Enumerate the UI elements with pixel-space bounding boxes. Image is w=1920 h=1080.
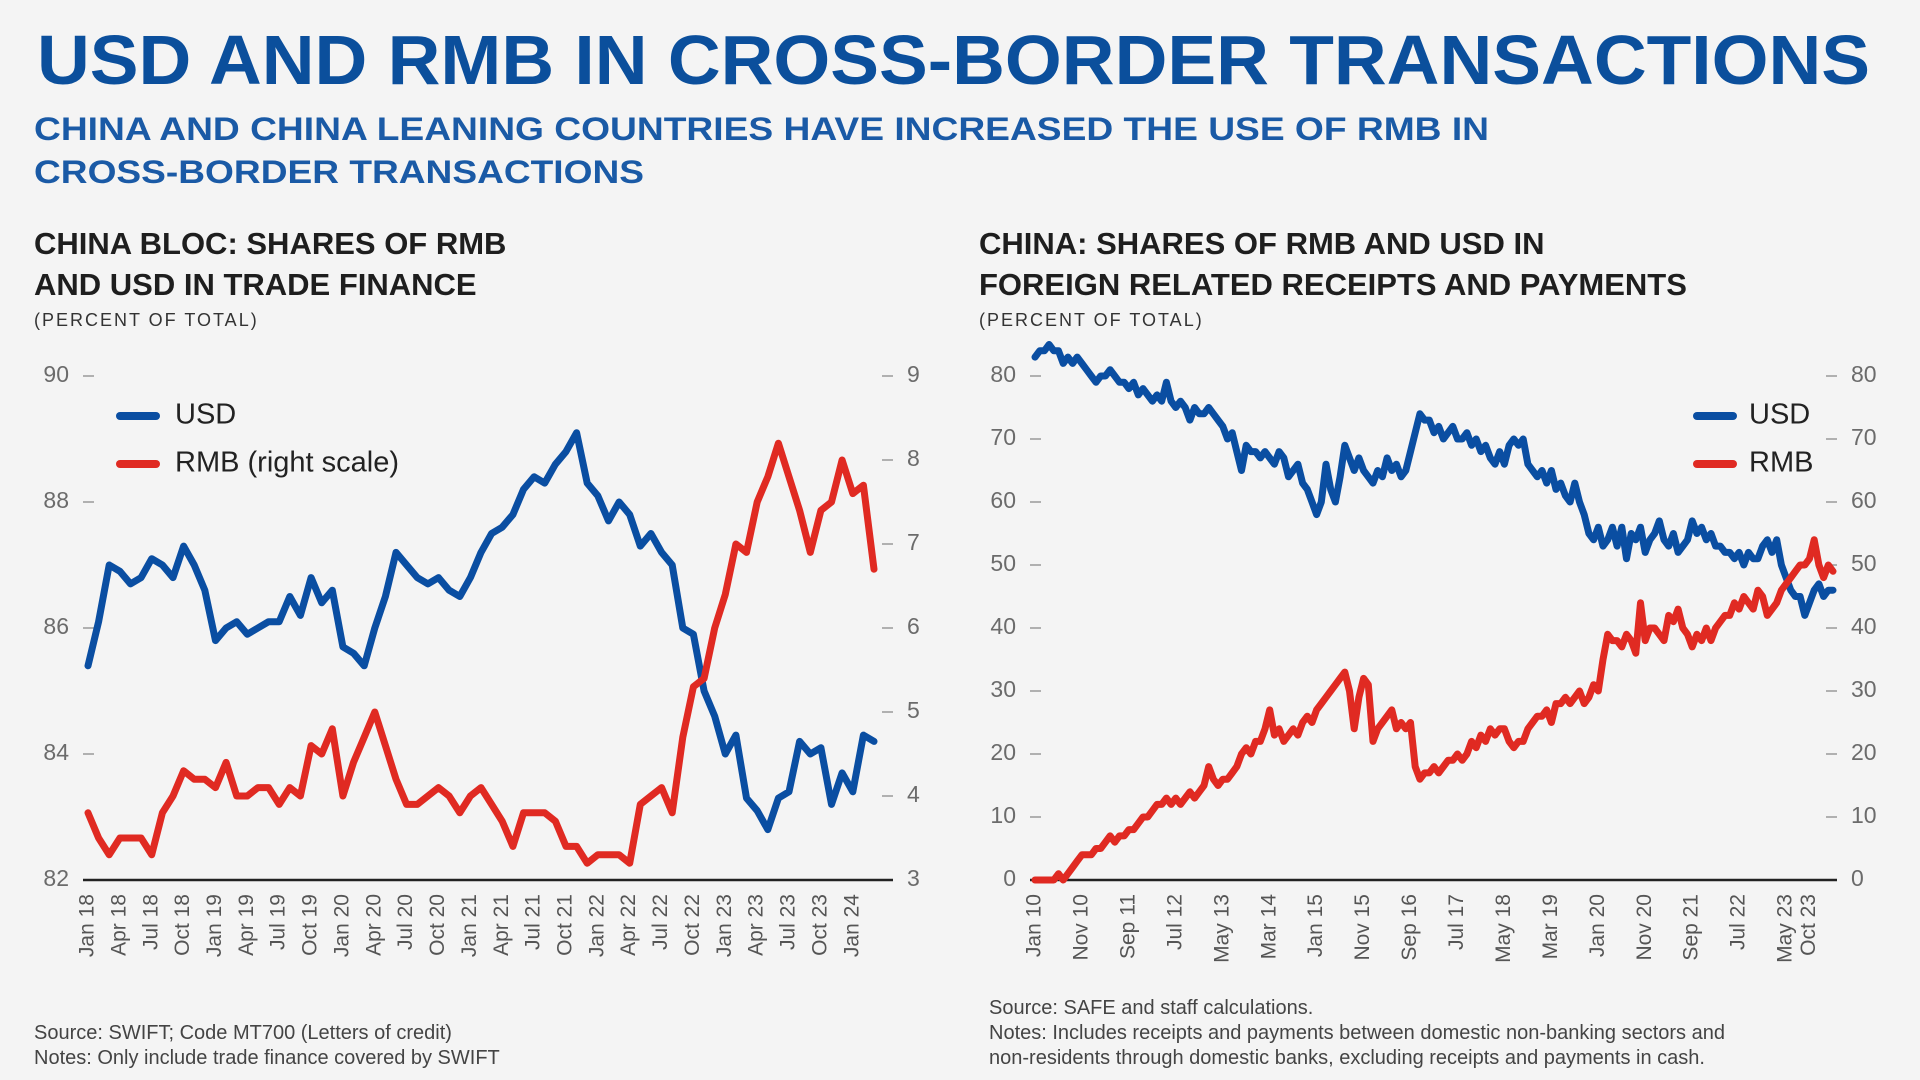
y-tick-label: 90 bbox=[43, 361, 69, 387]
series-line bbox=[1031, 536, 1837, 884]
x-tick-label: Apr 23 bbox=[745, 894, 768, 956]
x-tick-label: Jul 20 bbox=[394, 894, 417, 950]
y-tick-label: 70 bbox=[990, 424, 1016, 450]
legend-label: RMB bbox=[1749, 447, 1813, 479]
x-tick-label: Oct 23 bbox=[808, 894, 831, 956]
x-tick-label: Nov 10 bbox=[1069, 894, 1092, 961]
y2-tick-label: 6 bbox=[907, 613, 920, 639]
y-tick-label: 50 bbox=[990, 550, 1016, 576]
x-tick-label: May 23 bbox=[1774, 894, 1797, 963]
x-tick-label: Oct 22 bbox=[681, 894, 704, 956]
x-tick-label: Jul 22 bbox=[1727, 894, 1750, 950]
y2-tick-label: 8 bbox=[907, 445, 920, 471]
x-tick-label: Jul 18 bbox=[139, 894, 162, 950]
x-tick-label: Jul 21 bbox=[522, 894, 545, 950]
y2-tick-label: 80 bbox=[1851, 361, 1877, 387]
page-subtitle: CROSS-BORDER TRANSACTIONS bbox=[34, 154, 644, 190]
x-tick-label: Oct 23 bbox=[1797, 894, 1820, 956]
chart-subtitle: (PERCENT OF TOTAL) bbox=[979, 310, 1204, 330]
y2-tick-label: 70 bbox=[1851, 424, 1877, 450]
x-tick-label: Mar 19 bbox=[1539, 894, 1562, 959]
y2-tick-label: 20 bbox=[1851, 739, 1877, 765]
x-tick-label: Oct 18 bbox=[171, 894, 194, 956]
x-tick-label: Nov 15 bbox=[1351, 894, 1374, 961]
x-tick-label: Oct 21 bbox=[554, 894, 577, 956]
x-tick-label: Jan 20 bbox=[1586, 894, 1609, 957]
page-title: USD AND RMB IN CROSS-BORDER TRANSACTIONS bbox=[37, 21, 1870, 99]
y-tick-label: 0 bbox=[1003, 865, 1016, 891]
y-tick-label: 80 bbox=[990, 361, 1016, 387]
chart-note: Notes: Only include trade finance covere… bbox=[34, 1047, 500, 1069]
x-tick-label: Jul 12 bbox=[1163, 894, 1186, 950]
chart-note: Source: SAFE and staff calculations. bbox=[989, 997, 1313, 1019]
x-tick-label: Jul 17 bbox=[1445, 894, 1468, 950]
y2-tick-label: 3 bbox=[907, 865, 920, 891]
chart-title: CHINA BLOC: SHARES OF RMB bbox=[34, 226, 506, 261]
x-tick-label: Jan 10 bbox=[1023, 894, 1046, 957]
y-tick-label: 10 bbox=[990, 802, 1016, 828]
y-tick-label: 88 bbox=[43, 487, 69, 513]
x-tick-label: Sep 11 bbox=[1116, 894, 1139, 959]
chart-title: CHINA: SHARES OF RMB AND USD IN bbox=[979, 226, 1544, 261]
x-tick-label: Apr 22 bbox=[617, 894, 640, 956]
x-tick-label: Jul 23 bbox=[777, 894, 800, 950]
x-tick-label: Jan 22 bbox=[585, 894, 608, 957]
chart-title: FOREIGN RELATED RECEIPTS AND PAYMENTS bbox=[979, 267, 1687, 302]
y2-tick-label: 9 bbox=[907, 361, 920, 387]
x-tick-label: Mar 14 bbox=[1257, 894, 1280, 960]
legend-label: RMB (right scale) bbox=[175, 447, 399, 479]
chart-subtitle: (PERCENT OF TOTAL) bbox=[34, 310, 259, 330]
legend-label: USD bbox=[175, 399, 236, 431]
y-tick-label: 84 bbox=[43, 739, 69, 765]
x-tick-label: Jan 20 bbox=[330, 894, 353, 957]
legend-label: USD bbox=[1749, 399, 1810, 431]
chart-note: Source: SWIFT; Code MT700 (Letters of cr… bbox=[34, 1022, 452, 1044]
x-tick-label: Nov 20 bbox=[1633, 894, 1656, 961]
x-tick-label: Jan 18 bbox=[76, 894, 99, 957]
chart-note: non-residents through domestic banks, ex… bbox=[989, 1047, 1705, 1069]
x-tick-label: Oct 19 bbox=[299, 894, 322, 956]
x-tick-label: Jan 19 bbox=[203, 894, 226, 957]
x-tick-label: Apr 19 bbox=[235, 894, 258, 956]
x-tick-label: Apr 21 bbox=[490, 894, 513, 956]
series-line bbox=[1031, 341, 1837, 619]
y2-tick-label: 40 bbox=[1851, 613, 1877, 639]
x-tick-label: Sep 21 bbox=[1680, 894, 1703, 961]
y2-tick-label: 50 bbox=[1851, 550, 1877, 576]
chart-title: AND USD IN TRADE FINANCE bbox=[34, 267, 477, 302]
y-tick-label: 20 bbox=[990, 739, 1016, 765]
x-tick-label: Apr 18 bbox=[107, 894, 130, 956]
series-line bbox=[84, 439, 878, 867]
x-tick-label: Sep 16 bbox=[1398, 894, 1421, 961]
y2-tick-label: 10 bbox=[1851, 802, 1877, 828]
y2-tick-label: 60 bbox=[1851, 487, 1877, 513]
y-tick-label: 86 bbox=[43, 613, 69, 639]
y2-tick-label: 0 bbox=[1851, 865, 1864, 891]
x-tick-label: Jul 22 bbox=[649, 894, 672, 950]
x-tick-label: May 18 bbox=[1492, 894, 1515, 963]
series-line bbox=[84, 429, 878, 834]
y-tick-label: 30 bbox=[990, 676, 1016, 702]
y-tick-label: 60 bbox=[990, 487, 1016, 513]
x-tick-label: Oct 20 bbox=[426, 894, 449, 956]
x-tick-label: Jul 19 bbox=[267, 894, 290, 950]
page-subtitle: CHINA AND CHINA LEANING COUNTRIES HAVE I… bbox=[34, 111, 1489, 147]
y2-tick-label: 4 bbox=[907, 781, 920, 807]
y-tick-label: 82 bbox=[43, 865, 69, 891]
y2-tick-label: 5 bbox=[907, 697, 920, 723]
x-tick-label: Jan 24 bbox=[840, 894, 863, 957]
chart-note: Notes: Includes receipts and payments be… bbox=[989, 1022, 1725, 1044]
y2-tick-label: 7 bbox=[907, 529, 920, 555]
x-tick-label: Jan 21 bbox=[458, 894, 481, 957]
x-tick-label: Jan 15 bbox=[1304, 894, 1327, 957]
x-tick-label: May 13 bbox=[1210, 894, 1233, 963]
x-tick-label: Jan 23 bbox=[713, 894, 736, 957]
y2-tick-label: 30 bbox=[1851, 676, 1877, 702]
x-tick-label: Apr 20 bbox=[362, 894, 385, 956]
y-tick-label: 40 bbox=[990, 613, 1016, 639]
